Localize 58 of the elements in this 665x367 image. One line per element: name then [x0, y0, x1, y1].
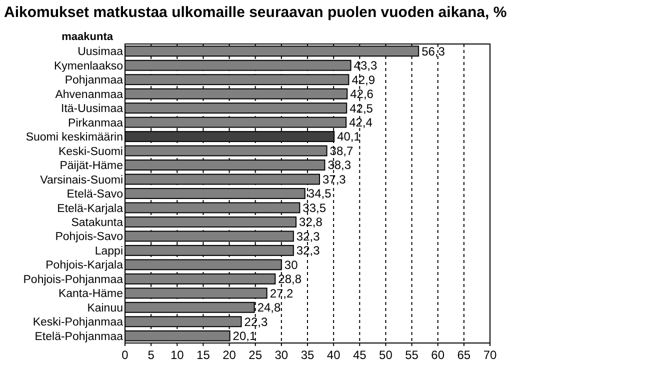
data-label: 33,5	[302, 200, 326, 215]
x-tick-label: 65	[457, 348, 471, 362]
y-tick-label: Varsinais-Suomi	[40, 174, 123, 186]
y-tick-label: Päijät-Häme	[60, 160, 123, 172]
x-tick-label: 45	[352, 348, 367, 362]
y-tick-label: Etelä-Pohjanmaa	[34, 330, 124, 343]
y-tick-label: Pohjois-Pohjanmaa	[23, 274, 124, 286]
y-tick-label: Ahvenanmaa	[55, 88, 124, 101]
y-tick-label: Satakunta	[71, 217, 124, 229]
data-label: 27,2	[270, 286, 294, 300]
data-label: 34,5	[308, 186, 332, 201]
data-label: 38,3	[328, 158, 352, 172]
y-tick-label: Lappi	[94, 245, 123, 258]
y-tick-label: Kanta-Häme	[58, 288, 123, 300]
data-label: 42,5	[350, 101, 374, 116]
data-label: 28,8	[278, 272, 302, 286]
data-label: 38,7	[330, 144, 354, 158]
x-tick-label: 15	[196, 348, 210, 362]
y-tick-label: Etelä-Savo	[66, 188, 123, 201]
x-tick-label: 25	[248, 348, 262, 362]
data-label: 24,8	[257, 300, 281, 315]
data-label: 32,3	[296, 229, 320, 244]
data-label: 43,3	[354, 58, 378, 73]
data-label: 32,3	[296, 244, 320, 258]
y-tick-label: Uusimaa	[78, 46, 124, 58]
y-tick-label: Kymenlaakso	[54, 60, 123, 72]
data-label: 40,1	[337, 130, 361, 144]
data-label: 20,1	[232, 329, 256, 344]
chart-title: Aikomukset matkustaa ulkomaille seuraavan puolen vuoden aikana, %	[4, 4, 507, 21]
x-tick-label: 35	[300, 348, 314, 362]
x-tick-label: 0	[122, 348, 129, 362]
y-tick-label: Etelä-Karjala	[57, 202, 124, 215]
data-label: 42,4	[349, 116, 373, 130]
data-label: 42,6	[350, 87, 374, 102]
y-tick-label: Kainuu	[87, 302, 123, 314]
data-label: 30	[284, 258, 298, 272]
data-label: 42,9	[352, 72, 376, 87]
data-label: 37,3	[322, 172, 346, 186]
x-tick-label: 70	[483, 348, 497, 362]
data-label: 56,3	[422, 44, 446, 58]
y-tick-label: Itä-Uusimaa	[61, 103, 124, 116]
y-tick-label: Pohjanmaa	[64, 74, 124, 87]
x-tick-label: 10	[170, 348, 184, 362]
x-tick-label: 55	[405, 348, 419, 362]
x-tick-label: 5	[148, 348, 155, 362]
x-tick-label: 30	[274, 348, 288, 362]
y-axis-title: maakunta	[62, 31, 114, 43]
y-tick-label: Keski-Pohjanmaa	[32, 316, 124, 329]
y-tick-label: Pohjois-Karjala	[46, 260, 124, 272]
y-tick-label: Suomi keskimäärin	[26, 132, 123, 144]
y-tick-label: Pirkanmaa	[68, 117, 124, 130]
x-tick-label: 50	[379, 348, 393, 362]
y-tick-label: Keski-Suomi	[58, 146, 123, 158]
y-tick-label: Pohjois-Savo	[55, 231, 123, 244]
x-tick-label: 20	[222, 348, 236, 362]
x-tick-label: 40	[326, 348, 341, 362]
x-tick-label: 60	[431, 348, 445, 362]
data-label: 22,3	[244, 314, 268, 329]
